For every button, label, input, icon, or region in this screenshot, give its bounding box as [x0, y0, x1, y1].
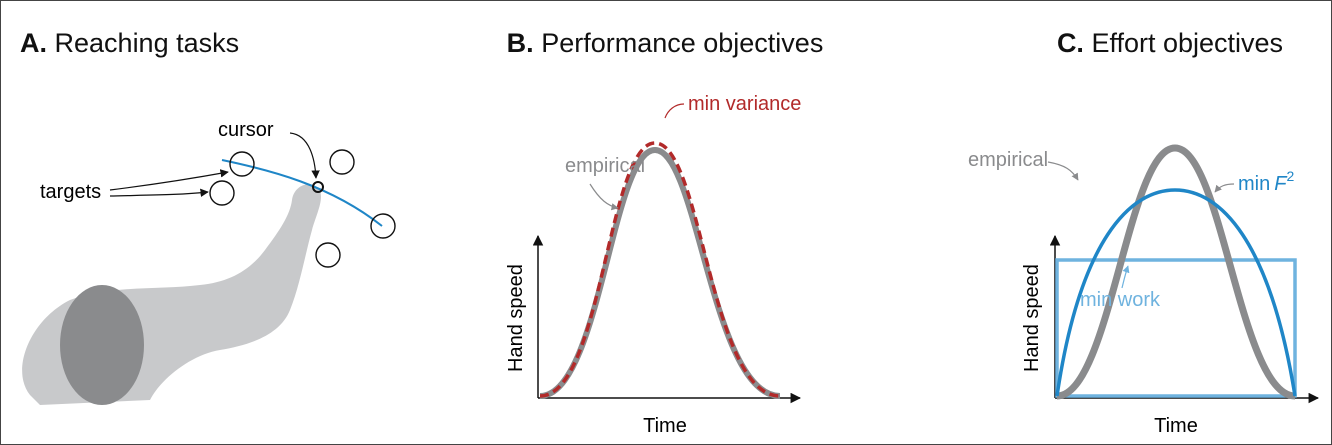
label: min work: [1080, 289, 1161, 311]
targets: [209, 149, 396, 268]
arrow: [109, 169, 229, 191]
panel-title: C. Effort objectives: [1057, 28, 1283, 58]
x-label: Time: [1154, 415, 1198, 437]
arrow: [664, 103, 685, 119]
label: min F2: [1238, 168, 1294, 195]
arrow: [289, 132, 320, 179]
arrow: [1047, 161, 1079, 181]
trajectory: [221, 159, 383, 227]
panel-title: A. Reaching tasks: [20, 28, 239, 58]
min-work-curve: [1055, 258, 1297, 398]
head: [60, 285, 144, 405]
min-f2-curve: [1055, 188, 1297, 397]
arrow: [1121, 265, 1130, 289]
arrow: [589, 183, 619, 211]
panel-title: B. Performance objectives: [507, 28, 824, 58]
arrow: [1214, 183, 1235, 193]
label: min variance: [688, 93, 801, 115]
label: cursor: [218, 119, 274, 141]
y-label: Hand speed: [1021, 264, 1043, 372]
label: empirical: [968, 149, 1048, 171]
label: targets: [40, 181, 101, 203]
label: empirical: [565, 155, 645, 177]
arrow: [109, 188, 209, 197]
empirical-curve: [1056, 144, 1296, 400]
y-label: Hand speed: [505, 264, 527, 372]
cursor-dot: [312, 181, 324, 193]
x-label: Time: [643, 415, 687, 437]
